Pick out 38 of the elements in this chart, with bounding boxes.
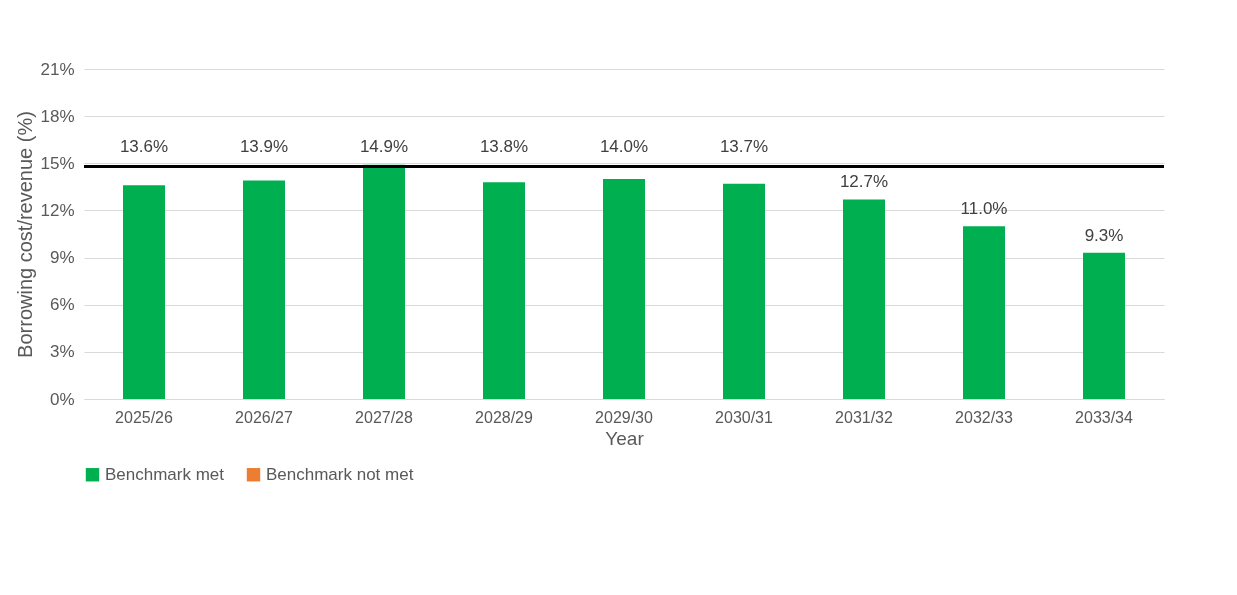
- y-axis-title: Borrowing cost/revenue (%): [14, 111, 37, 358]
- data-label: 11.0%: [960, 199, 1008, 219]
- x-tick-label: 2025/26: [115, 408, 174, 426]
- bar: [963, 226, 1005, 399]
- data-label: 13.9%: [239, 137, 289, 157]
- data-label: 13.8%: [479, 137, 529, 157]
- y-tick-label: 3%: [49, 342, 75, 362]
- bar: [1083, 252, 1125, 399]
- data-label: 13.7%: [719, 137, 769, 157]
- bar: [843, 199, 885, 399]
- x-tick-label: 2030/31: [715, 408, 774, 426]
- y-tick-label: 18%: [40, 106, 75, 126]
- data-label: 13.6%: [119, 137, 169, 157]
- y-tick-label: 21%: [40, 59, 75, 79]
- data-label: 12.7%: [839, 172, 889, 192]
- bar: [603, 179, 645, 399]
- x-tick-label: 2033/34: [1075, 408, 1134, 426]
- data-label: 14.9%: [359, 137, 409, 157]
- x-tick-label: 2027/28: [355, 408, 414, 426]
- legend-label: Benchmark met: [105, 464, 225, 484]
- x-axis-title: Year: [605, 427, 645, 449]
- y-tick-label: 15%: [40, 153, 75, 173]
- y-tick-label: 9%: [49, 248, 75, 268]
- x-tick-label: 2028/29: [475, 408, 534, 426]
- bar: [243, 180, 285, 399]
- data-label: 9.3%: [1084, 225, 1124, 245]
- x-tick-label: 2032/33: [955, 408, 1014, 426]
- y-tick-label: 12%: [40, 200, 75, 220]
- bar: [723, 183, 765, 399]
- x-tick-label: 2031/32: [835, 408, 894, 426]
- data-label: 14.0%: [599, 137, 649, 157]
- x-tick-label: 2029/30: [595, 408, 654, 426]
- y-tick-label: 0%: [49, 389, 75, 409]
- bar: [123, 185, 165, 399]
- x-tick-label: 2026/27: [235, 408, 294, 426]
- y-tick-label: 6%: [49, 295, 75, 315]
- legend-label: Benchmark not met: [266, 464, 414, 484]
- bar: [483, 182, 525, 399]
